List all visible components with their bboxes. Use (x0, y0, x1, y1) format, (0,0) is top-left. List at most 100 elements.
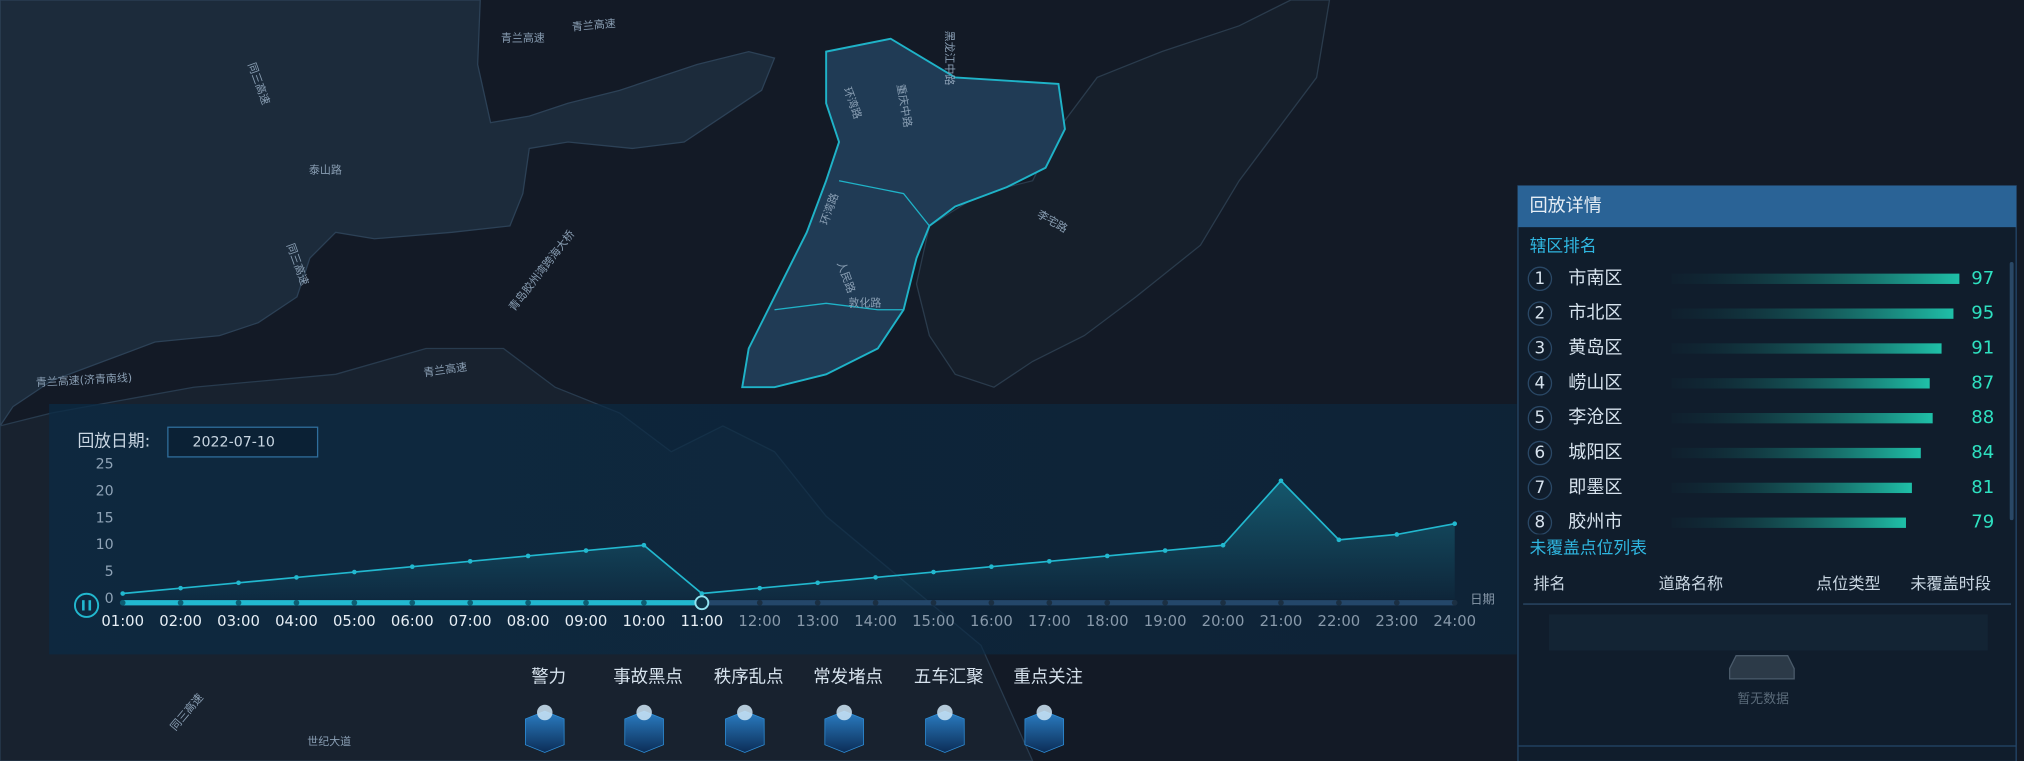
map-label: 青兰高速(济青南线) (35, 370, 132, 389)
timeline-dot[interactable] (988, 599, 995, 606)
playback-panel: 回放日期: 2022-07-10 0 5 10 15 20 25 01:00 02:00 03:… (49, 403, 1517, 655)
rank-badge (1527, 266, 1553, 292)
point (120, 591, 126, 596)
timeline-dot[interactable] (1278, 599, 1284, 606)
x-tick-label: 17:00 (1028, 613, 1071, 630)
icon-glyph (636, 704, 652, 721)
x-tick-label: 15:00 (912, 613, 955, 630)
play-pause-button[interactable] (73, 592, 100, 618)
y-tick-label: 5 (105, 564, 114, 580)
district-border (774, 302, 904, 311)
rank-badge (1527, 405, 1553, 431)
x-tick-label: 21:00 (1260, 613, 1303, 630)
date-value: 2022-07-10 (192, 435, 274, 451)
toolbar-item[interactable]: 重点关注 (1013, 668, 1083, 753)
point (178, 585, 183, 591)
rank-badge (1527, 510, 1553, 535)
timeline-dot[interactable] (1046, 599, 1053, 606)
icon-glyph (836, 704, 852, 721)
detail-panel: 回放详情 辖区排名 1 市南区 972 市北区 953 黄岛区 914 崂山区 875 李沧区 88… (1517, 185, 2017, 761)
point (525, 553, 531, 559)
timeline-dot[interactable] (1336, 599, 1342, 606)
timeline-dot[interactable] (1393, 599, 1400, 606)
rank-number: 5 (1535, 407, 1546, 427)
point (931, 569, 936, 575)
timeline-dot[interactable] (119, 599, 126, 606)
section-title: 未覆盖点位列表 (1530, 538, 1648, 558)
empty-icon (1728, 655, 1795, 680)
map-label: 青兰高速 (501, 31, 545, 45)
line (122, 479, 1455, 595)
point (1046, 558, 1052, 564)
toolbar-item[interactable]: 常发堵点 (813, 668, 883, 753)
toolbar-item[interactable]: 秩序乱点 (714, 668, 784, 753)
chart: 0 5 10 15 20 25 01:00 02:00 03:00 04:00 05:00 06:00… (96, 457, 1495, 630)
timeline-dot[interactable] (930, 599, 937, 606)
timeline-dot[interactable] (409, 599, 416, 606)
x-tick-label: 12:00 (738, 613, 781, 630)
timeline-handle[interactable] (694, 595, 710, 611)
map-label: 黑龙江中路 (943, 31, 956, 86)
ranking-list: 1 市南区 97 2 市北区 95 3 黄岛区 91 4 崂山区 87 5 李沧区 88 6 城阳区 84 7 即墨区… (1527, 266, 1994, 535)
x-tick-label: 02:00 (159, 613, 202, 630)
district-name: 崂山区 (1568, 372, 1622, 393)
toolbar-label: 警力 (531, 668, 566, 688)
y-tick-label: 25 (96, 457, 114, 473)
city-district (741, 37, 1066, 389)
toolbar-item[interactable]: 警力 (525, 668, 566, 753)
column-header: 点位类型 (1816, 574, 1881, 593)
timeline-dot[interactable] (583, 599, 589, 606)
timeline-dot[interactable] (814, 599, 821, 606)
panel-title: 回放详情 (1530, 196, 1602, 217)
rank-bar (1671, 343, 1942, 354)
area-fill (122, 480, 1455, 599)
x-tick-label: 04:00 (275, 613, 318, 630)
timeline-dot[interactable] (1451, 599, 1458, 606)
rank-value: 91 (1971, 337, 1994, 358)
timeline-dot[interactable] (293, 599, 300, 606)
column-header: 排名 (1533, 574, 1565, 593)
timeline-dot[interactable] (177, 599, 184, 606)
toolbar-label: 五车汇聚 (914, 668, 984, 688)
timeline-dot[interactable] (525, 599, 531, 606)
rank-value: 87 (1971, 372, 1994, 393)
timeline-dot[interactable] (351, 599, 358, 606)
scrollbar[interactable] (2009, 262, 2014, 521)
date-input[interactable] (167, 426, 319, 458)
timeline-dot[interactable] (872, 599, 879, 606)
timeline-dot[interactable] (641, 599, 647, 606)
point (1336, 537, 1342, 543)
timeline-dot[interactable] (235, 599, 242, 606)
district-name: 黄岛区 (1568, 337, 1622, 358)
rank-bar (1671, 273, 1960, 284)
timeline-dot[interactable] (467, 599, 474, 606)
rank-number: 2 (1535, 303, 1546, 323)
map-label: 敦化路 (848, 295, 881, 309)
toolbar-item[interactable]: 五车汇聚 (914, 668, 984, 753)
x-tick-label: 05:00 (333, 613, 376, 630)
pause-bar (82, 600, 85, 611)
timeline-dot[interactable] (1162, 599, 1168, 606)
timeline-dot[interactable] (1220, 599, 1226, 606)
column-header: 未覆盖时段 (1910, 574, 1991, 593)
x-tick-label: 16:00 (970, 613, 1013, 630)
timeline-dot[interactable] (756, 599, 763, 606)
toolbar-item[interactable]: 事故黑点 (613, 668, 683, 753)
rank-bar (1671, 413, 1933, 424)
point (1394, 532, 1400, 537)
point (1220, 542, 1226, 548)
toolbar-label: 常发堵点 (813, 668, 883, 688)
district-name: 市北区 (1568, 303, 1622, 324)
rank-number: 4 (1535, 372, 1546, 392)
y-tick-label: 20 (96, 484, 114, 500)
x-tick-label: 22:00 (1318, 613, 1361, 630)
x-tick-label: 06:00 (391, 613, 434, 630)
rank-value: 84 (1971, 442, 1994, 463)
column-header: 道路名称 (1659, 574, 1724, 593)
map-label: 世纪大道 (307, 734, 351, 748)
x-tick-label: 14:00 (854, 613, 897, 630)
rank-number: 8 (1535, 512, 1546, 532)
timeline-dot[interactable] (1104, 599, 1111, 606)
toolbar-label: 事故黑点 (613, 668, 683, 688)
